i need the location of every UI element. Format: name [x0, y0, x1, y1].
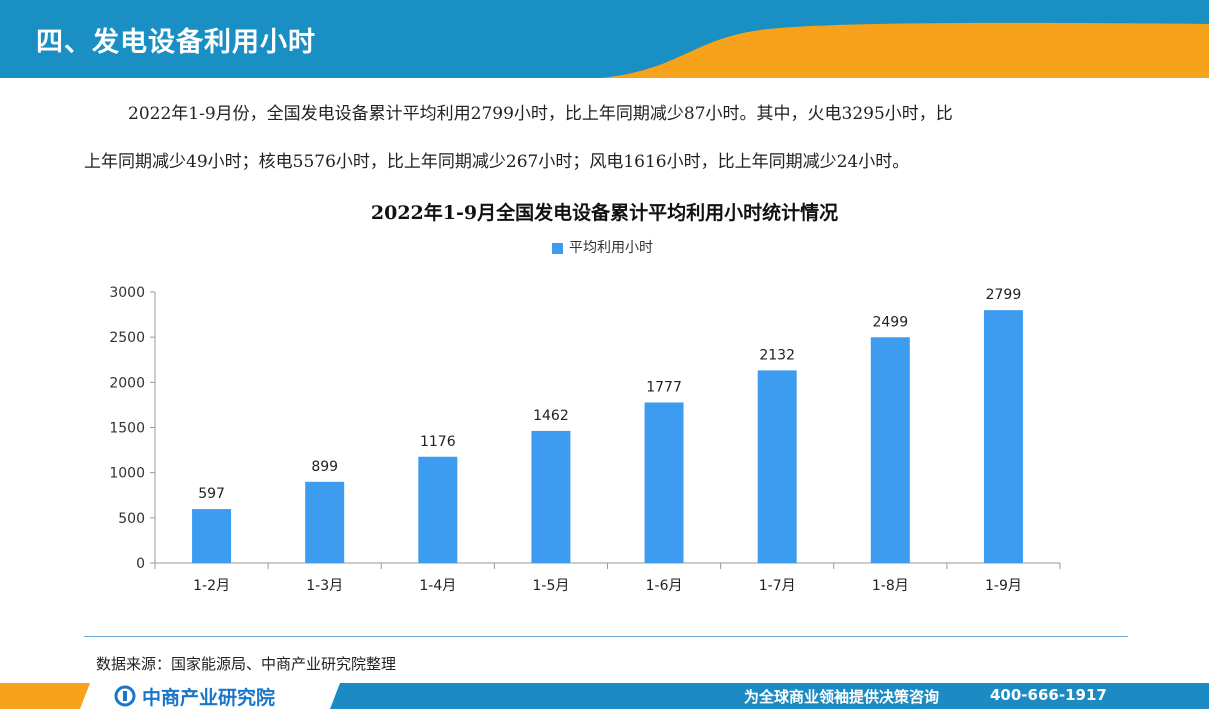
- y-tick-label: 1500: [109, 421, 145, 437]
- y-tick-label: 2500: [109, 330, 145, 346]
- bar-chart: 0 500 1000 1500 2000 2500 3000 597 1-2月 899 1-3月 11…: [109, 285, 1061, 594]
- bar: [305, 481, 345, 563]
- x-tick-label: 1-5月: [533, 578, 570, 594]
- y-tick-label: 500: [118, 511, 145, 527]
- header-banner: 四、发电设备利用小时: [0, 0, 1209, 78]
- data-label: 597: [198, 486, 225, 502]
- x-tick-label: 1-7月: [759, 578, 796, 594]
- y-tick-label: 2000: [109, 375, 145, 391]
- bar: [644, 402, 684, 563]
- x-tick-label: 1-6月: [646, 578, 683, 594]
- data-label: 1777: [646, 379, 682, 395]
- x-tick-label: 1-3月: [306, 578, 343, 594]
- footer-background: [0, 683, 1209, 709]
- summary-line-1: 2022年1-9月份，全国发电设备累计平均利用2799小时，比上年同期减少87小…: [128, 104, 953, 124]
- legend-swatch: [552, 242, 563, 254]
- footer-phone: 400-666-1917: [990, 686, 1107, 704]
- bar: [192, 509, 232, 563]
- footer-divider: [84, 636, 1128, 637]
- footer-bar: [0, 683, 1209, 709]
- brand-logo-icon: [114, 685, 136, 707]
- data-label: 1462: [533, 408, 569, 424]
- data-label: 899: [311, 459, 338, 475]
- summary-paragraph: 2022年1-9月份，全国发电设备累计平均利用2799小时，比上年同期减少87小…: [84, 90, 1144, 186]
- x-tick-label: 1-8月: [872, 578, 909, 594]
- data-source-note: 数据来源：国家能源局、中商产业研究院整理: [96, 655, 397, 673]
- brand-name: 中商产业研究院: [142, 686, 276, 709]
- footer-slogan: 为全球商业领袖提供决策咨询: [744, 688, 940, 706]
- page-title: 四、发电设备利用小时: [36, 27, 316, 58]
- data-label: 1176: [420, 434, 456, 450]
- bar: [983, 310, 1023, 563]
- y-tick-label: 1000: [109, 466, 145, 482]
- x-tick-label: 1-2月: [193, 578, 230, 594]
- legend-label: 平均利用小时: [569, 240, 653, 256]
- x-tick-label: 1-9月: [985, 578, 1022, 594]
- bar: [870, 337, 910, 563]
- brand-logo-text: 中商产业研究院: [114, 683, 275, 709]
- y-tick-label: 0: [136, 556, 145, 572]
- y-tick-label: 3000: [109, 285, 145, 301]
- bar: [531, 430, 571, 563]
- chart-legend: 平均利用小时: [552, 237, 653, 257]
- data-label: 2132: [759, 347, 795, 363]
- data-label: 2499: [872, 314, 908, 330]
- data-label: 2799: [986, 287, 1022, 303]
- summary-line-2: 上年同期减少49小时；核电5576小时，比上年同期减少267小时；风电1616小…: [84, 152, 910, 172]
- bar: [757, 370, 797, 563]
- chart-title: 2022年1-9月全国发电设备累计平均利用小时统计情况: [370, 202, 839, 224]
- bar: [418, 456, 458, 563]
- header-background: [0, 0, 1209, 78]
- x-tick-label: 1-4月: [419, 578, 456, 594]
